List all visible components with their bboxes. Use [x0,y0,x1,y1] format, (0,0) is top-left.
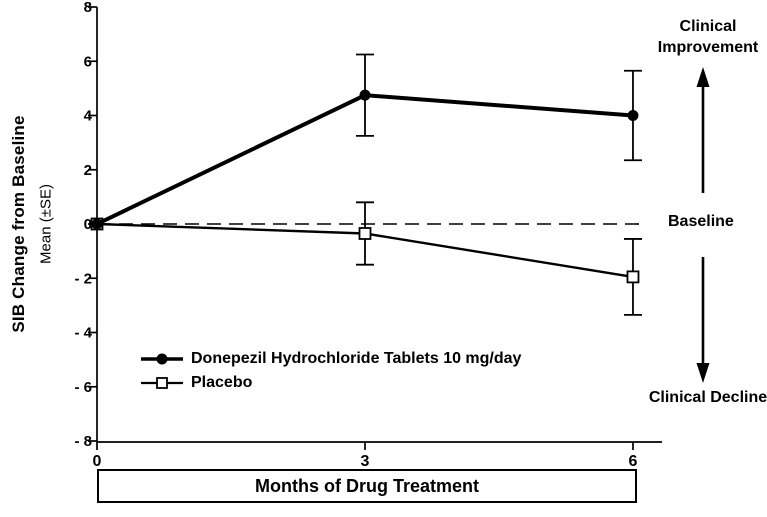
filled-circle-marker-icon [141,353,183,365]
decline-arrow-head-icon [696,363,710,383]
improvement-arrow-head-icon [696,67,710,87]
donepezil-data-point [91,218,103,230]
open-square-marker-icon [141,377,183,389]
y-axis-tick-label: 6 [84,53,92,70]
y-axis-tick-label: - 6 [74,379,92,396]
clinical-decline-label: Clinical Decline [648,389,767,406]
legend-label-placebo: Placebo [191,374,253,391]
x-axis-tick-label: 0 [93,453,102,470]
y-axis-tick-label: - 4 [74,325,92,342]
clinical-improvement-label: Clinical Improvement [657,18,759,56]
donepezil-data-point [627,110,639,121]
x-axis-title: Months of Drug Treatment [255,475,479,496]
legend-row-donepezil: Donepezil Hydrochloride Tablets 10 mg/da… [140,347,521,371]
placebo-data-point [626,270,640,284]
y-axis-tick-label: 2 [84,162,92,179]
y-axis-tick-label: - 8 [74,433,92,450]
x-axis-title-box: Months of Drug Treatment [97,469,637,503]
y-axis-tick-label: - 2 [74,270,92,287]
baseline-label: Baseline [668,213,734,230]
y-axis-subtitle: Mean (±SE) [37,184,55,264]
y-axis-tick-label: 8 [84,0,92,16]
x-axis-tick-label: 3 [361,453,370,470]
y-axis-tick-label: 4 [84,108,93,125]
y-axis-title: SIB Change from Baseline [9,115,28,333]
y-axis-tick-label: 0 [84,216,92,233]
x-axis-tick-label: 6 [629,453,638,470]
placebo-data-point [358,227,372,240]
legend: Donepezil Hydrochloride Tablets 10 mg/da… [140,347,521,395]
legend-label-donepezil: Donepezil Hydrochloride Tablets 10 mg/da… [191,350,522,367]
legend-row-placebo: Placebo [140,371,521,395]
donepezil-data-point [359,89,371,101]
